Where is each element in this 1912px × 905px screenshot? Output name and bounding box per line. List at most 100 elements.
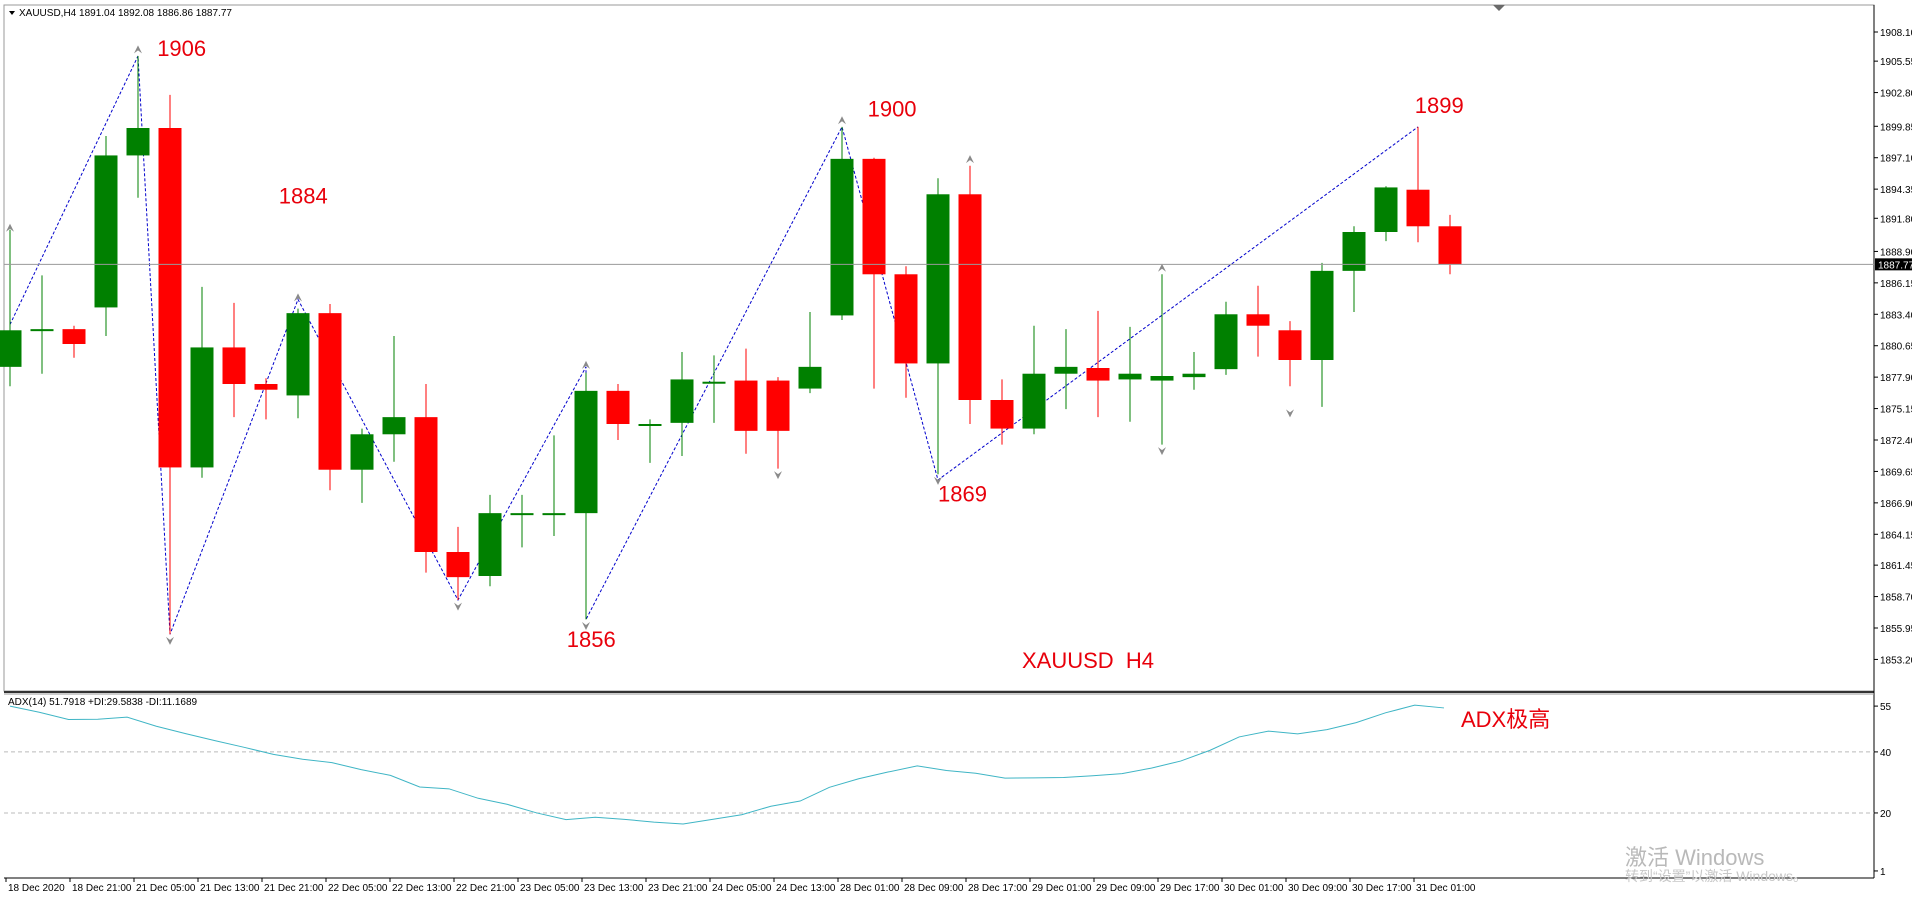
price-annotation: 1900 — [868, 97, 917, 122]
candle — [414, 384, 438, 573]
current-price-label: 1887.77 — [1878, 260, 1912, 271]
candle — [190, 286, 214, 478]
candle-body-bullish — [382, 417, 406, 435]
price-tick-label: 1902.80 — [1880, 89, 1912, 100]
price-annotation: 1906 — [157, 36, 206, 61]
candle — [446, 526, 470, 600]
candle-body-bullish — [1022, 373, 1046, 429]
time-tick-label: 18 Dec 21:00 — [72, 883, 132, 894]
candles-layer — [0, 56, 1462, 635]
candle — [798, 312, 822, 394]
candle — [862, 157, 886, 389]
candle — [1246, 285, 1270, 357]
candle-body-bullish — [638, 424, 662, 426]
price-tick-label: 1905.55 — [1880, 57, 1912, 68]
fractal-down-arrow-icon — [166, 636, 174, 645]
candle-body-bearish — [894, 274, 918, 364]
time-tick-label: 28 Dec 09:00 — [904, 883, 964, 894]
time-tick-label: 22 Dec 13:00 — [392, 883, 452, 894]
adx-header: ADX(14) 51.7918 +DI:29.5838 -DI:11.1689 — [8, 697, 198, 708]
fractal-down-arrow-icon — [1158, 447, 1166, 456]
price-tick-label: 1880.65 — [1880, 342, 1912, 353]
candle-body-bullish — [574, 390, 598, 514]
time-tick-label: 31 Dec 01:00 — [1416, 883, 1476, 894]
time-tick-label: 29 Dec 01:00 — [1032, 883, 1092, 894]
current-price-box — [1875, 258, 1912, 271]
candle — [990, 379, 1014, 445]
candle-body-bearish — [1246, 314, 1270, 326]
time-tick-label: 24 Dec 13:00 — [776, 883, 836, 894]
candle-body-bullish — [1150, 376, 1174, 381]
fractal-down-arrow-icon — [774, 471, 782, 480]
fractal-down-arrow-icon — [582, 622, 590, 630]
candle — [1310, 262, 1334, 407]
fractal-down-arrow-icon — [454, 602, 462, 611]
fractal-down-arrow-icon — [934, 476, 942, 485]
candle — [0, 229, 22, 387]
windows-activation-title: 激活 Windows — [1625, 845, 1765, 870]
candle — [1342, 226, 1366, 312]
candle-body-bullish — [126, 128, 150, 156]
candle — [1086, 310, 1110, 418]
candle — [830, 126, 854, 320]
scroll-shift-icon[interactable] — [1493, 5, 1505, 11]
price-annotation: 1899 — [1415, 93, 1464, 118]
current-price-badge: 1887.77 — [1875, 258, 1912, 271]
price-tick-label: 1894.35 — [1880, 185, 1912, 196]
price-tick-label: 1864.15 — [1880, 530, 1912, 541]
fractal-up-arrow-icon — [294, 293, 302, 302]
adx-panel: 55 40 20 1 — [4, 702, 1892, 878]
candle-body-bearish — [158, 128, 182, 468]
candle-body-bullish — [350, 434, 374, 470]
price-tick-label: 1866.90 — [1880, 499, 1912, 510]
price-tick-label: 1875.15 — [1880, 405, 1912, 416]
candle-body-bullish — [798, 366, 822, 389]
candle — [638, 419, 662, 463]
candle-body-bearish — [990, 400, 1014, 429]
fractal-up-arrow-icon — [6, 223, 14, 232]
candle — [1438, 214, 1462, 275]
fractal-up-arrow-icon — [134, 45, 142, 54]
candle-body-bullish — [1214, 314, 1238, 370]
price-tick-label: 1861.45 — [1880, 561, 1912, 572]
time-tick-label: 23 Dec 05:00 — [520, 883, 580, 894]
candle — [222, 302, 246, 418]
candle — [254, 378, 278, 420]
candle — [1054, 329, 1078, 410]
candle — [158, 94, 182, 635]
fractal-down-arrow-icon — [1286, 409, 1294, 418]
candle-body-bullish — [94, 155, 118, 308]
candle-body-bearish — [1278, 330, 1302, 360]
candle — [30, 275, 54, 374]
symbol-header: XAUUSD,H4 1891.04 1892.08 1886.86 1887.7… — [19, 8, 232, 19]
price-annotation: 1884 — [279, 183, 328, 208]
fractal-up-arrow-icon — [838, 116, 846, 125]
time-tick-label: 29 Dec 17:00 — [1160, 883, 1220, 894]
candle-body-bullish — [510, 513, 534, 516]
zigzag-line — [9, 55, 1419, 635]
time-tick-label: 24 Dec 05:00 — [712, 883, 772, 894]
candle-body-bearish — [1406, 189, 1430, 227]
price-tick-label: 1886.15 — [1880, 279, 1912, 290]
candle — [286, 308, 310, 419]
candle — [1374, 186, 1398, 242]
price-tick-label: 1897.10 — [1880, 154, 1912, 165]
candle-body-bearish — [1086, 368, 1110, 381]
price-tick-label: 1883.40 — [1880, 310, 1912, 321]
candle — [1214, 301, 1238, 375]
adx-label: ADX极高 — [1461, 707, 1550, 732]
candle — [1022, 325, 1046, 435]
time-tick-label: 21 Dec 13:00 — [200, 883, 260, 894]
header-arrow-icon[interactable] — [9, 11, 15, 15]
candle-body-bullish — [702, 381, 726, 384]
time-tick-label: 22 Dec 21:00 — [456, 883, 516, 894]
time-tick-label: 30 Dec 17:00 — [1352, 883, 1412, 894]
candle-body-bullish — [1342, 232, 1366, 271]
time-tick-label: 28 Dec 17:00 — [968, 883, 1028, 894]
time-tick-label: 30 Dec 01:00 — [1224, 883, 1284, 894]
candle — [1182, 352, 1206, 390]
candle-body-bullish — [926, 194, 950, 364]
time-tick-label: 21 Dec 21:00 — [264, 883, 324, 894]
